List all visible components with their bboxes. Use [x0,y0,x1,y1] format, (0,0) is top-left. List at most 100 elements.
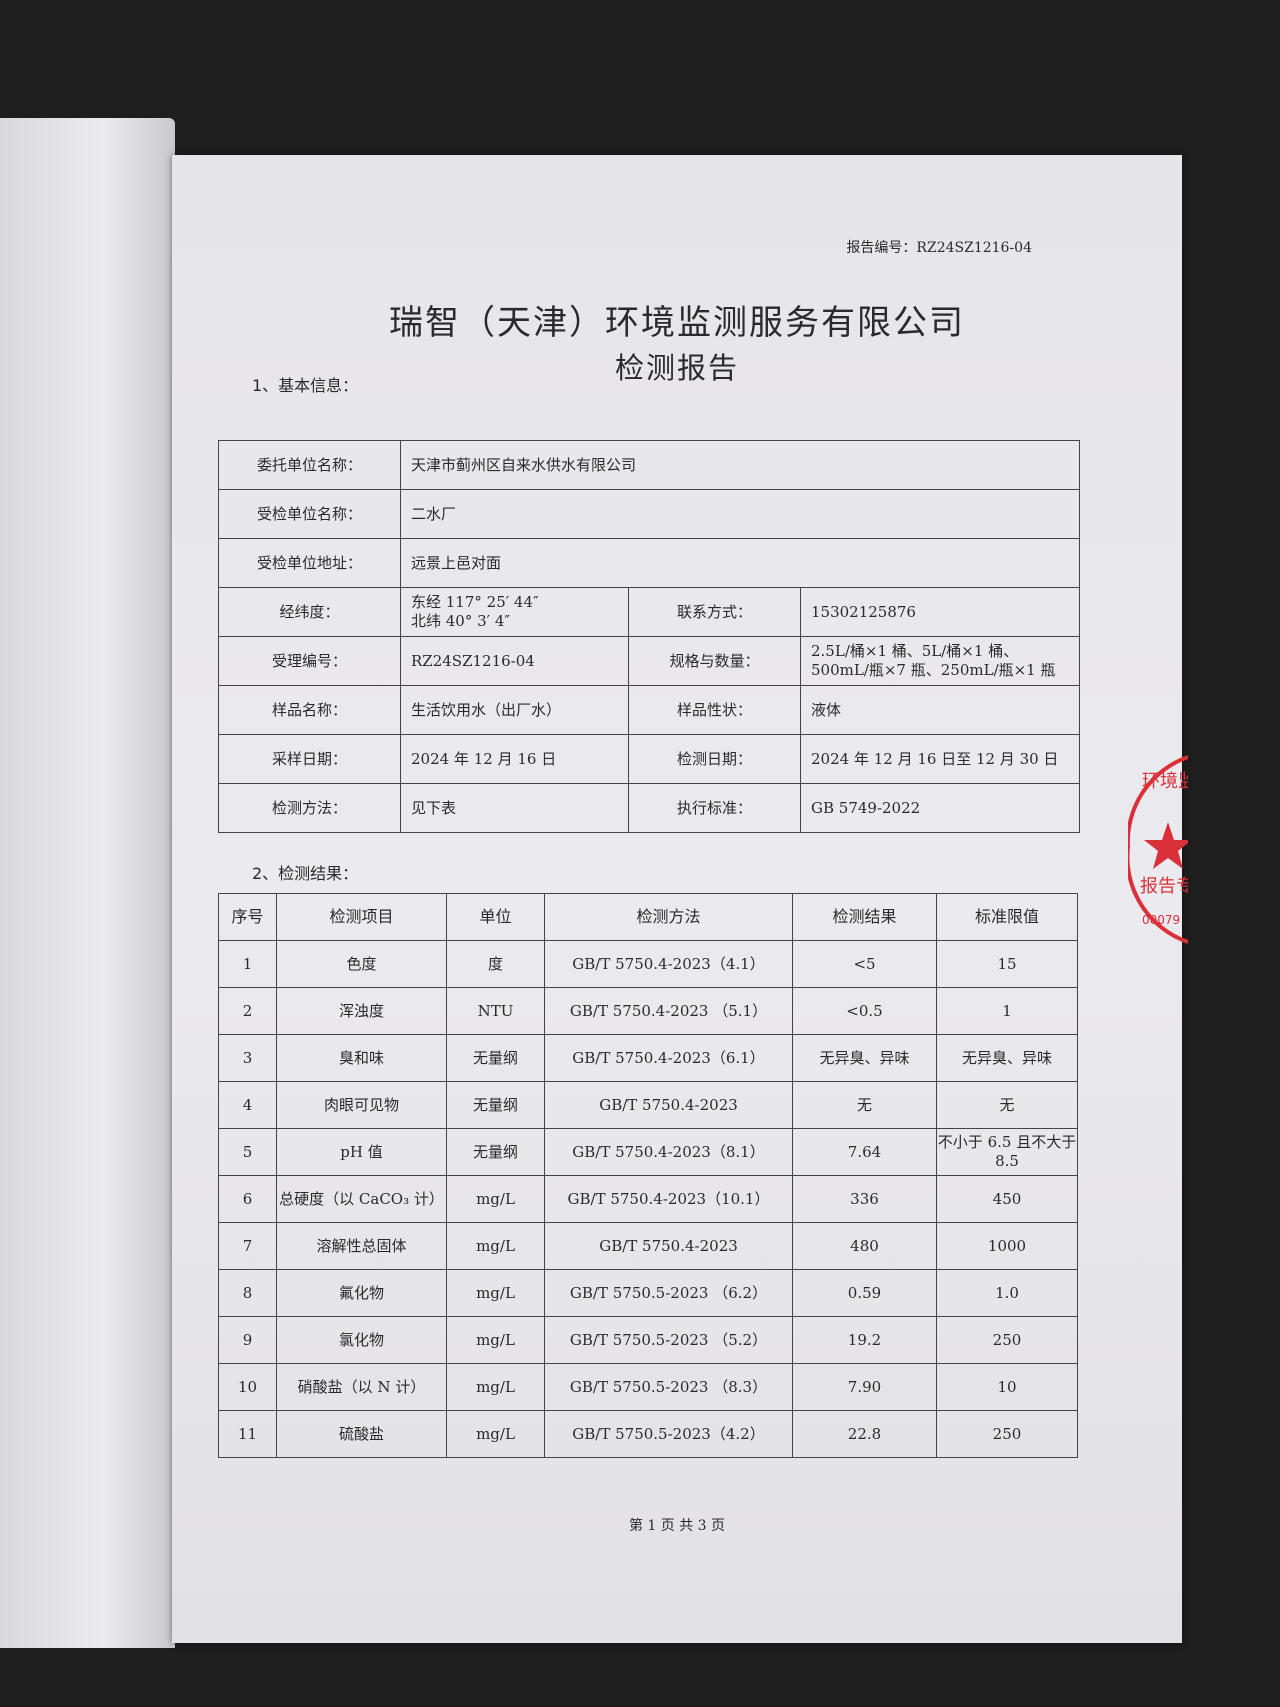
table-row: 样品名称： 生活饮用水（出厂水） 样品性状： 液体 [218,685,1080,735]
item-cell: 硫酸盐 [276,1410,447,1458]
value: GB 5749-2022 [800,783,1080,833]
index-cell: 4 [218,1081,277,1129]
value: 生活饮用水（出厂水） [400,685,629,735]
company-title: 瑞智（天津）环境监测服务有限公司 [389,303,965,343]
method-cell: GB/T 5750.4-2023 （5.1） [544,987,793,1035]
limit-cell: 450 [936,1175,1078,1223]
limit-cell: 无 [936,1081,1078,1129]
label: 委托单位名称： [218,440,401,490]
index-cell: 1 [218,940,277,988]
page-number: 第 1 页 共 3 页 [628,1518,726,1534]
item-cell: 总硬度（以 CaCO₃ 计） [276,1175,447,1223]
column-header: 序号 [218,893,277,941]
item-cell: 色度 [276,940,447,988]
method-cell: GB/T 5750.4-2023 [544,1222,793,1270]
results-table: 序号 检测项目 单位 检测方法 检测结果 标准限值 1 色度度 GB/T 5750.4-202… [218,893,1078,1458]
label: 经纬度： [218,587,401,637]
label: 联系方式： [628,587,801,637]
table-row: 8 氟化物 mg/L GB/T 5750.5-2023 （6.2） 0.59 1.0 [218,1269,1078,1317]
table-row: 4 肉眼可见物 无量纲 GB/T 5750.4-2023 无无 [218,1081,1078,1129]
method-cell: GB/T 5750.4-2023（4.1） [544,940,793,988]
result-cell: 0.59 [792,1269,937,1317]
result-cell: 7.64 [792,1128,937,1176]
table-row: 11 硫酸盐 mg/L GB/T 5750.5-2023（4.2） 22.8 250 [218,1410,1078,1458]
index-cell: 7 [218,1222,277,1270]
svg-text:报告专: 报告专 [1140,876,1188,897]
table-row: 受检单位地址： 远景上邑对面 [218,538,1080,588]
spec-line: 2.5L/桶×1 桶、5L/桶×1 桶、 [811,642,1019,661]
result-cell: 7.90 [792,1363,937,1411]
red-seal-stamp: 环境监 报告专 00079 [1125,752,1196,947]
result-cell: 480 [792,1222,937,1270]
report-number: 报告编号：RZ24SZ1216-04 [846,240,1032,256]
table-row: 采样日期： 2024 年 12 月 16 日检测日期： 2024 年 12 月 16… [218,734,1080,784]
report-title: 检测报告 [614,351,739,385]
item-cell: 硝酸盐（以 N 计） [276,1363,447,1411]
report-page: 报告编号：RZ24SZ1216-04 瑞智（天津）环境监测服务有限公司 检测报告… [172,155,1182,1643]
table-row: 6 总硬度（以 CaCO₃ 计） mg/L GB/T 5750.4-2023（10.1… [218,1175,1078,1223]
unit-cell: mg/L [446,1175,545,1223]
unit-cell: 度 [446,940,545,988]
unit-cell: mg/L [446,1222,545,1270]
result-cell: 22.8 [792,1410,937,1458]
index-cell: 8 [218,1269,277,1317]
column-header: 单位 [446,893,545,941]
method-cell: GB/T 5750.5-2023 （8.3） [544,1363,793,1411]
table-row: 2 浑浊度 NTU GB/T 5750.4-2023 （5.1） <0.5 1 [218,987,1078,1035]
table-row: 检测方法： 见下表 执行标准： GB 5749-2022 [218,783,1080,833]
column-header: 标准限值 [936,893,1078,941]
limit-cell: 无异臭、异味 [936,1034,1078,1082]
method-cell: GB/T 5750.4-2023（8.1） [544,1128,793,1176]
index-cell: 9 [218,1316,277,1364]
item-cell: 臭和味 [276,1034,447,1082]
value: 15302125876 [800,587,1080,637]
limit-cell: 1.0 [936,1269,1078,1317]
section-results: 2、检测结果： [252,864,359,883]
header-row: 序号 检测项目 单位 检测方法 检测结果 标准限值 [218,893,1078,941]
limit-cell: 250 [936,1410,1078,1458]
unit-cell: 无量纲 [446,1128,545,1176]
basic-info-table: 委托单位名称： 天津市蓟州区自来水供水有限公司 受检单位名称： 二水厂 受检单位地址… [218,440,1080,833]
svg-text:00079: 00079 [1142,913,1180,927]
method-cell: GB/T 5750.4-2023（10.1） [544,1175,793,1223]
result-cell: 336 [792,1175,937,1223]
longitude: 东经 117° 25′ 44″ [411,593,539,612]
method-cell: GB/T 5750.5-2023 （6.2） [544,1269,793,1317]
table-row: 9 氯化物 mg/L GB/T 5750.5-2023 （5.2） 19.2 250 [218,1316,1078,1364]
value: 2024 年 12 月 16 日至 12 月 30 日 [800,734,1080,784]
limit-cell: 1000 [936,1222,1078,1270]
limit-cell: 250 [936,1316,1078,1364]
table-row: 10 硝酸盐（以 N 计） mg/L GB/T 5750.5-2023 （8.3） 7.… [218,1363,1078,1411]
section-basic-info: 1、基本信息： [252,376,359,395]
item-cell: 氟化物 [276,1269,447,1317]
table-row: 经纬度： 东经 117° 25′ 44″ 北纬 40° 3′ 4″ 联系方式： 1530… [218,587,1080,637]
result-cell: <0.5 [792,987,937,1035]
left-page [0,118,175,1648]
label: 样品性状： [628,685,801,735]
svg-text:环境监: 环境监 [1142,771,1188,792]
label: 检测方法： [218,783,401,833]
table-row: 7 溶解性总固体 mg/L GB/T 5750.4-2023 480 1000 [218,1222,1078,1270]
unit-cell: mg/L [446,1363,545,1411]
method-cell: GB/T 5750.4-2023 [544,1081,793,1129]
table-row: 受检单位名称： 二水厂 [218,489,1080,539]
value: RZ24SZ1216-04 [400,636,629,686]
method-cell: GB/T 5750.5-2023 （5.2） [544,1316,793,1364]
item-cell: 溶解性总固体 [276,1222,447,1270]
column-header: 检测结果 [792,893,937,941]
value: 液体 [800,685,1080,735]
label: 受检单位地址： [218,538,401,588]
limit-cell: 15 [936,940,1078,988]
table-row: 3 臭和味 无量纲 GB/T 5750.4-2023（6.1） 无异臭、异味 无异臭、异味 [218,1034,1078,1082]
value: 2024 年 12 月 16 日 [400,734,629,784]
label: 受检单位名称： [218,489,401,539]
index-cell: 3 [218,1034,277,1082]
latitude: 北纬 40° 3′ 4″ [411,612,510,630]
value: 天津市蓟州区自来水供水有限公司 [400,440,1080,490]
value: 见下表 [400,783,629,833]
unit-cell: mg/L [446,1269,545,1317]
label: 规格与数量： [628,636,801,686]
value: 远景上邑对面 [400,538,1080,588]
column-header: 检测项目 [276,893,447,941]
index-cell: 5 [218,1128,277,1176]
